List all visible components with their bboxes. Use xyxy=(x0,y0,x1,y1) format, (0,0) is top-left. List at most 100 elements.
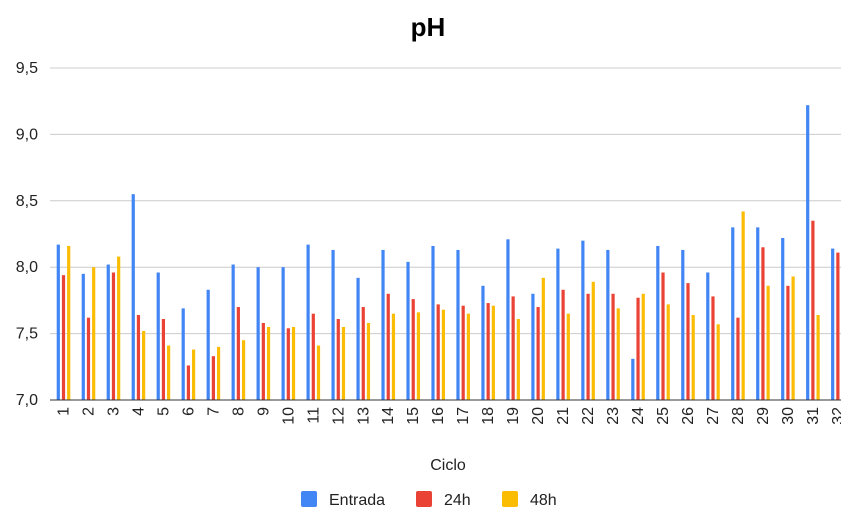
chart-title: pH xyxy=(411,12,446,42)
bar-entrada-11 xyxy=(306,244,310,400)
bar-48h-28 xyxy=(741,211,745,400)
bar-24h-14 xyxy=(386,293,390,400)
bar-entrada-13 xyxy=(356,277,360,400)
legend: Entrada 24h 48h xyxy=(301,491,557,509)
x-tick-label: 26 xyxy=(680,407,697,425)
x-tick-label: 32 xyxy=(830,407,841,425)
bar-24h-27 xyxy=(711,296,715,400)
bar-entrada-28 xyxy=(731,227,735,400)
bar-entrada-10 xyxy=(281,267,285,400)
bar-24h-9 xyxy=(261,322,265,400)
x-tick-label: 6 xyxy=(180,407,197,416)
bar-48h-19 xyxy=(516,318,520,400)
bar-48h-17 xyxy=(466,313,470,400)
x-tick-label: 29 xyxy=(755,407,772,425)
bar-24h-11 xyxy=(311,313,315,400)
bar-24h-3 xyxy=(111,272,116,400)
bar-24h-18 xyxy=(486,303,490,400)
bar-48h-1 xyxy=(67,245,71,400)
bar-entrada-7 xyxy=(206,289,210,400)
bar-entrada-26 xyxy=(681,249,685,400)
x-tick-label: 1 xyxy=(56,407,73,416)
y-tick-label: 7,0 xyxy=(16,392,38,409)
y-axis-ticks: 7,0 7,5 8,0 8,5 9,0 9,5 xyxy=(16,60,38,409)
x-tick-label: 14 xyxy=(380,407,397,425)
x-tick-label: 21 xyxy=(555,407,572,425)
bar-24h-13 xyxy=(361,307,365,400)
bar-entrada-17 xyxy=(456,249,460,400)
bar-48h-3 xyxy=(117,256,121,400)
y-tick-label: 9,5 xyxy=(16,60,38,77)
bar-entrada-1 xyxy=(56,244,60,400)
x-tick-label: 15 xyxy=(405,407,422,425)
bar-48h-16 xyxy=(441,309,445,400)
x-tick-label: 20 xyxy=(530,407,547,425)
x-tick-label: 13 xyxy=(355,407,372,425)
bar-48h-13 xyxy=(366,322,371,400)
bar-entrada-15 xyxy=(406,261,410,400)
x-tick-label: 30 xyxy=(780,407,797,425)
x-tick-label: 23 xyxy=(605,407,622,425)
x-tick-label: 24 xyxy=(630,407,647,425)
bar-48h-9 xyxy=(266,326,271,400)
bar-24h-30 xyxy=(786,285,790,400)
x-axis-label: Ciclo xyxy=(430,457,466,474)
legend-swatch-48h xyxy=(502,491,518,507)
bar-entrada-22 xyxy=(581,240,585,400)
y-tick-label: 8,0 xyxy=(16,259,38,276)
x-tick-label: 25 xyxy=(655,407,672,425)
bar-entrada-16 xyxy=(431,245,435,400)
bar-entrada-27 xyxy=(706,272,710,400)
bar-entrada-12 xyxy=(331,249,335,400)
bar-24h-31 xyxy=(811,220,815,400)
x-tick-label: 17 xyxy=(455,407,472,425)
bar-entrada-30 xyxy=(781,237,785,400)
bar-entrada-8 xyxy=(231,264,235,400)
legend-label-48h: 48h xyxy=(530,492,557,509)
bar-24h-5 xyxy=(161,318,166,400)
bar-24h-22 xyxy=(586,293,590,400)
bar-48h-4 xyxy=(142,330,146,400)
bar-24h-19 xyxy=(511,296,515,400)
bar-48h-27 xyxy=(716,324,720,400)
x-tick-label: 4 xyxy=(130,407,147,416)
bar-24h-6 xyxy=(186,365,190,400)
bar-entrada-25 xyxy=(656,245,660,400)
bar-48h-20 xyxy=(541,277,545,400)
x-tick-label: 18 xyxy=(480,407,497,425)
y-tick-label: 8,5 xyxy=(16,193,38,210)
bar-entrada-3 xyxy=(106,264,110,400)
bar-48h-5 xyxy=(167,345,171,400)
bar-24h-7 xyxy=(211,356,215,400)
bar-24h-21 xyxy=(561,289,565,400)
bar-48h-11 xyxy=(316,345,321,400)
x-axis-ticks: 1 2 3 4 5 6 7 8 9 10 11 12 13 14 15 16 17 18 19 20 21 22 23 24 2… xyxy=(56,407,841,425)
bar-entrada-21 xyxy=(556,248,560,400)
bar-48h-15 xyxy=(416,312,421,400)
bar-48h-14 xyxy=(391,313,396,400)
x-tick-label: 10 xyxy=(280,407,297,425)
bar-48h-12 xyxy=(341,326,346,400)
bar-entrada-20 xyxy=(531,293,535,400)
bar-entrada-24 xyxy=(631,358,635,400)
x-tick-label: 16 xyxy=(430,407,447,425)
bar-24h-8 xyxy=(236,307,240,400)
bar-entrada-2 xyxy=(81,273,85,400)
bar-48h-18 xyxy=(491,305,495,400)
bar-entrada-23 xyxy=(606,249,610,400)
bar-24h-12 xyxy=(336,318,340,400)
x-tick-label: 12 xyxy=(330,407,347,425)
bar-48h-2 xyxy=(92,267,96,400)
bars xyxy=(56,105,840,401)
bar-48h-7 xyxy=(216,346,221,400)
bar-24h-16 xyxy=(436,304,440,400)
bar-24h-17 xyxy=(461,305,465,400)
x-tick-label: 5 xyxy=(155,407,172,416)
x-tick-label: 8 xyxy=(230,407,247,416)
bar-entrada-29 xyxy=(756,227,760,400)
x-tick-label: 3 xyxy=(105,407,122,416)
bar-24h-28 xyxy=(736,317,740,400)
x-tick-label: 9 xyxy=(255,407,272,416)
bar-48h-24 xyxy=(641,293,645,400)
y-tick-label: 9,0 xyxy=(16,126,38,143)
